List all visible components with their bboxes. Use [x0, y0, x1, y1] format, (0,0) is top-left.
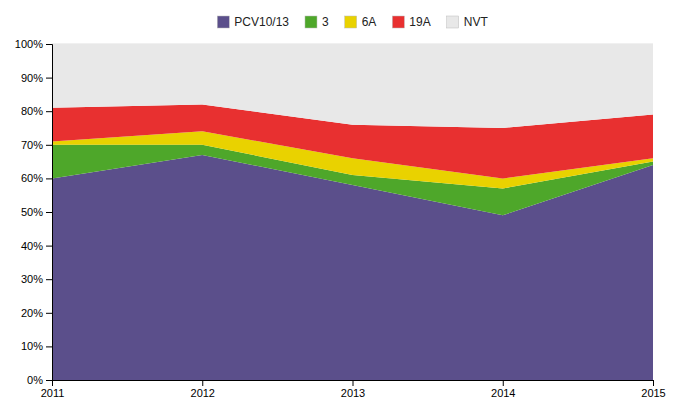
y-tick: 10%: [21, 340, 52, 352]
y-axis-line: [46, 45, 53, 381]
y-tick-label: 50%: [21, 206, 43, 218]
y-tick-mark: [46, 279, 52, 280]
y-tick-mark: [46, 313, 52, 314]
x-tick-mark: [353, 380, 354, 386]
x-tick-mark: [503, 380, 504, 386]
x-tick: 2011: [41, 380, 65, 399]
x-tick: 2015: [641, 380, 665, 399]
legend-swatch: [305, 16, 317, 28]
y-tick: 40%: [21, 240, 52, 252]
y-tick-mark: [46, 246, 52, 247]
y-tick-mark: [46, 178, 52, 179]
legend-item: NVT: [447, 15, 489, 29]
x-tick-mark: [52, 380, 53, 386]
y-tick-label: 60%: [21, 172, 43, 184]
x-axis: 2011 2012 2013 2014 2015: [41, 380, 666, 399]
legend-label: 19A: [409, 15, 430, 29]
y-tick: 80%: [21, 105, 52, 117]
y-tick-label: 10%: [21, 340, 43, 352]
area: [52, 44, 653, 128]
y-axis: 0% 10% 20% 30% 40% 50% 60% 70% 80% 90% 100%: [15, 38, 53, 386]
y-tick: 100%: [15, 38, 52, 50]
x-tick-label: 2011: [41, 387, 65, 399]
y-tick-label: 80%: [21, 105, 43, 117]
y-tick: 90%: [21, 72, 52, 84]
x-tick: 2013: [341, 380, 365, 399]
legend-item: PCV10/13: [217, 15, 289, 29]
y-tick-mark: [46, 78, 52, 79]
x-tick-mark: [653, 380, 654, 386]
y-tick-mark: [46, 145, 52, 146]
y-tick: 20%: [21, 307, 52, 319]
y-tick-mark: [46, 346, 52, 347]
y-tick-label: 90%: [21, 72, 43, 84]
legend-swatch: [217, 16, 229, 28]
y-tick: 50%: [21, 206, 52, 218]
x-tick-mark: [202, 380, 203, 386]
x-axis-line: [53, 381, 654, 387]
y-tick: 70%: [21, 139, 52, 151]
y-tick-mark: [46, 380, 52, 381]
y-tick: 30%: [21, 273, 52, 285]
y-tick-label: 0%: [27, 374, 43, 386]
legend-swatch: [392, 16, 404, 28]
areas: [52, 44, 653, 380]
y-tick-label: 20%: [21, 307, 43, 319]
x-tick-label: 2013: [341, 387, 365, 399]
legend: PCV10/13 3 6A 19A NVT: [217, 15, 488, 29]
legend-swatch: [447, 16, 459, 28]
legend-label: NVT: [464, 15, 489, 29]
grid: [52, 44, 653, 380]
x-tick-label: 2015: [641, 387, 665, 399]
x-tick: 2012: [191, 380, 215, 399]
y-tick-label: 70%: [21, 139, 43, 151]
x-tick-label: 2014: [491, 387, 515, 399]
y-tick-label: 100%: [15, 38, 43, 50]
y-tick-mark: [46, 111, 52, 112]
chart: 0%10%20%30%40%50%60%70%80%90%100%2011201…: [0, 0, 677, 412]
plot: 0%10%20%30%40%50%60%70%80%90%100%2011201…: [15, 38, 666, 399]
x-tick-label: 2012: [191, 387, 215, 399]
y-tick-mark: [46, 212, 52, 213]
y-tick-mark: [46, 44, 52, 45]
legend-label: PCV10/13: [234, 15, 289, 29]
y-tick-label: 40%: [21, 240, 43, 252]
x-tick: 2014: [491, 380, 515, 399]
y-tick-label: 30%: [21, 273, 43, 285]
legend-swatch: [345, 16, 357, 28]
legend-label: 6A: [362, 15, 377, 29]
legend-label: 3: [322, 15, 329, 29]
y-tick: 60%: [21, 172, 52, 184]
y-tick: 0%: [27, 374, 52, 386]
legend-item: 3: [305, 15, 329, 29]
legend-item: 19A: [392, 15, 430, 29]
legend-item: 6A: [345, 15, 377, 29]
